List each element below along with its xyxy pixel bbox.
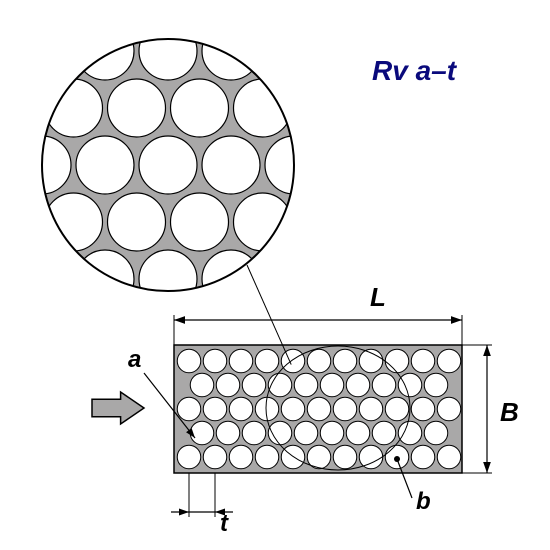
leader-b-dot xyxy=(394,456,400,462)
hole xyxy=(203,445,227,469)
hole xyxy=(385,397,409,421)
hole xyxy=(372,421,396,445)
hole xyxy=(333,349,357,373)
hole xyxy=(437,397,461,421)
hole xyxy=(424,373,448,397)
hole xyxy=(281,397,305,421)
dim-label-L: L xyxy=(370,282,386,313)
hole xyxy=(177,445,201,469)
hole xyxy=(216,373,240,397)
dim-label-a: a xyxy=(128,346,141,374)
hole xyxy=(411,397,435,421)
hole xyxy=(346,373,370,397)
hole xyxy=(203,397,227,421)
hole xyxy=(333,445,357,469)
hole xyxy=(255,445,279,469)
hole xyxy=(411,445,435,469)
hole xyxy=(437,445,461,469)
hole xyxy=(424,421,448,445)
hole xyxy=(294,421,318,445)
dim-label-t: t xyxy=(220,510,228,538)
hole xyxy=(359,445,383,469)
hole xyxy=(281,349,305,373)
hole xyxy=(411,349,435,373)
hole xyxy=(229,349,253,373)
hole xyxy=(398,421,422,445)
hole xyxy=(346,421,370,445)
hole xyxy=(437,349,461,373)
hole xyxy=(255,349,279,373)
hole xyxy=(268,373,292,397)
hole xyxy=(216,421,240,445)
dim-label-b: b xyxy=(416,488,431,516)
hole xyxy=(242,421,266,445)
hole xyxy=(294,373,318,397)
dim-label-B: B xyxy=(500,397,519,428)
direction-arrow-icon xyxy=(92,392,144,424)
hole xyxy=(307,349,331,373)
hole xyxy=(229,397,253,421)
hole xyxy=(372,373,396,397)
hole xyxy=(307,397,331,421)
hole xyxy=(177,397,201,421)
hole xyxy=(398,373,422,397)
hole xyxy=(242,373,266,397)
hole xyxy=(177,349,201,373)
hole xyxy=(190,421,214,445)
hole xyxy=(190,373,214,397)
hole xyxy=(229,445,253,469)
hole xyxy=(203,349,227,373)
hole xyxy=(385,349,409,373)
title-text: Rv a–t xyxy=(372,55,456,87)
hole xyxy=(333,397,357,421)
hole xyxy=(320,421,344,445)
hole xyxy=(359,397,383,421)
hole xyxy=(320,373,344,397)
detail-view xyxy=(0,0,418,365)
